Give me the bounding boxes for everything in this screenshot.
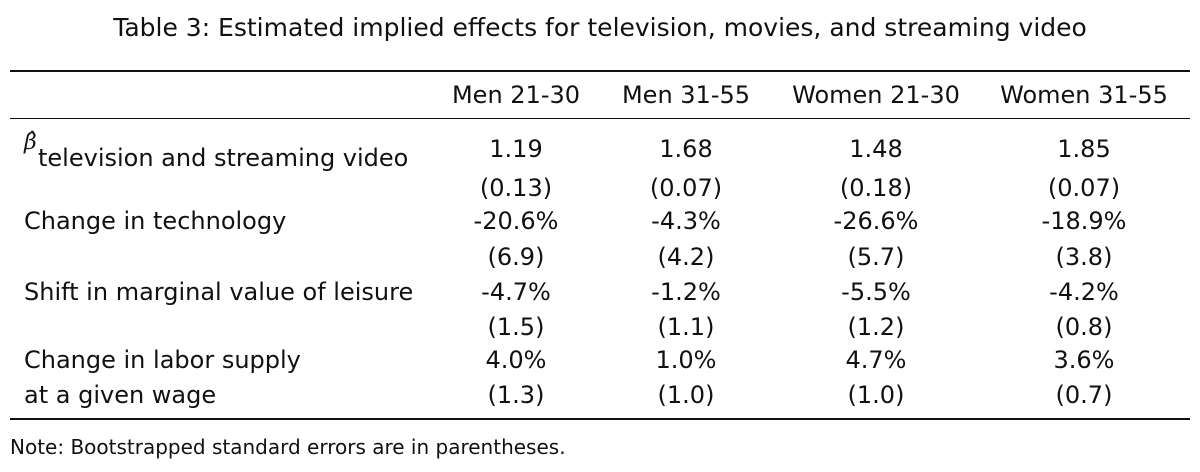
row-label-leisure: Shift in marginal value of leisure [24,278,414,306]
table-caption: Table 3: Estimated implied effects for t… [113,13,1087,42]
table-cell-se: (0.07) [1047,174,1121,202]
column-header-women-21-30: Women 21-30 [792,81,960,109]
table-cell-se: (0.8) [1055,313,1113,341]
table-cell: -4.2% [1049,278,1119,306]
table-cell-se: (4.2) [657,243,715,271]
table-cell: -4.7% [481,278,551,306]
table-cell: 4.7% [845,346,907,374]
table-cell: 4.0% [485,346,547,374]
bottom-rule [10,418,1190,420]
table-cell-se: (6.9) [487,243,545,271]
table-cell-se: (1.3) [487,381,545,409]
beta-subscript-label: television and streaming video [38,144,409,172]
table-cell: -20.6% [473,207,559,235]
column-header-men-31-55: Men 31-55 [621,81,751,109]
column-header-men-21-30: Men 21-30 [451,81,581,109]
header-rule [10,118,1190,119]
row-label-labor-supply-line2: at a given wage [24,381,217,409]
table-cell: 1.0% [655,346,717,374]
table-cell: -4.3% [651,207,721,235]
table-cell-se: (3.8) [1055,243,1113,271]
table-cell: -18.9% [1041,207,1127,235]
top-rule [10,70,1190,72]
table-cell: 1.68 [659,135,713,163]
table-cell: -5.5% [841,278,911,306]
beta-hat-symbol: β̂ [24,130,37,155]
table-cell-se: (0.18) [839,174,913,202]
table-cell-se: (1.2) [847,313,905,341]
table-note: Note: Bootstrapped standard errors are i… [10,435,566,459]
row-label-labor-supply: Change in labor supply [24,346,301,374]
table-cell-se: (1.0) [657,381,715,409]
table-cell: 1.85 [1057,135,1111,163]
table-cell-se: (0.13) [479,174,553,202]
table-cell: 3.6% [1053,346,1115,374]
table-cell-se: (5.7) [847,243,905,271]
table-cell-se: (0.7) [1055,381,1113,409]
row-label-technology: Change in technology [24,207,287,235]
table-cell-se: (1.0) [847,381,905,409]
table-cell-se: (1.5) [487,313,545,341]
table-cell-se: (0.07) [649,174,723,202]
table-cell: 1.19 [489,135,543,163]
table-cell: -1.2% [651,278,721,306]
table-cell: 1.48 [849,135,903,163]
table-cell-se: (1.1) [657,313,715,341]
column-header-women-31-55: Women 31-55 [1000,81,1168,109]
table-cell: -26.6% [833,207,919,235]
